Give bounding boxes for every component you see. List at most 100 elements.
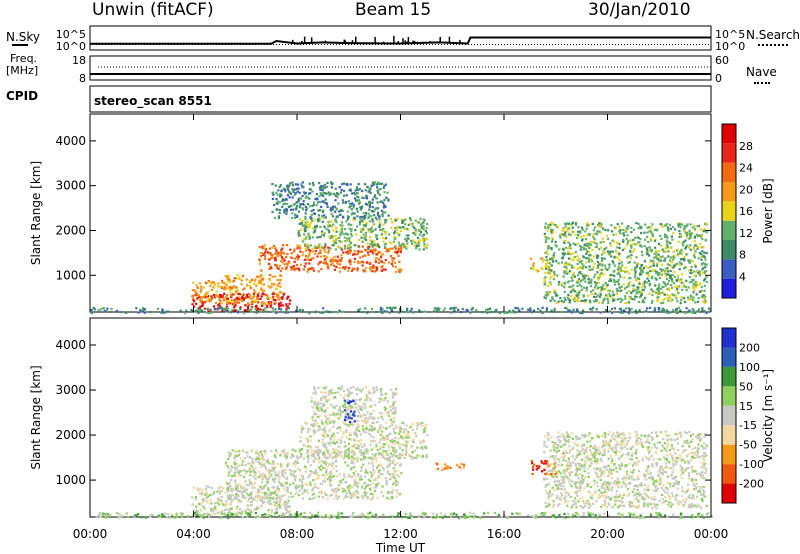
- velocity-panel-cell: [268, 502, 271, 505]
- velocity-panel-cell: [299, 435, 302, 439]
- power-panel-cell: [676, 310, 679, 313]
- power-panel-cell: [469, 311, 472, 314]
- power-panel-cell: [640, 286, 643, 289]
- power-panel-cell: [619, 228, 622, 232]
- power-panel-cell: [294, 188, 297, 191]
- power-panel-cell: [375, 244, 378, 247]
- power-panel-cell: [308, 223, 311, 226]
- velocity-panel-cell: [227, 490, 230, 493]
- velocity-panel-cell: [279, 463, 282, 466]
- power-panel-cell: [568, 244, 571, 248]
- nsearch-legend-line: [758, 44, 788, 46]
- power-panel-cell: [309, 249, 312, 252]
- velocity-panel-cell: [282, 469, 285, 472]
- velocity-panel-cell: [331, 464, 334, 467]
- velocity-panel-cell: [410, 445, 414, 448]
- power-panel-cell: [267, 285, 270, 288]
- power-panel-cell: [285, 267, 288, 270]
- power-panel-cell: [665, 277, 669, 281]
- velocity-panel-cell: [344, 481, 347, 484]
- power-panel-cell: [355, 233, 358, 236]
- power-panel-cell: [593, 226, 596, 229]
- velocity-panel-cell: [277, 490, 281, 493]
- power-panel-cell: [562, 256, 565, 259]
- power-panel-cell: [425, 246, 428, 249]
- velocity-panel-cell: [380, 452, 383, 455]
- power-panel-cell: [366, 251, 370, 254]
- power-panel-cell: [371, 201, 374, 204]
- power-panel-cell: [373, 181, 377, 184]
- power-panel-cell: [370, 226, 373, 229]
- velocity-panel-cell: [363, 445, 366, 448]
- power-panel-cell: [268, 297, 272, 300]
- power-panel-cell: [655, 257, 658, 260]
- power-panel-cell: [347, 245, 350, 248]
- power-panel-cell: [658, 308, 661, 311]
- power-panel-cell: [323, 214, 326, 217]
- power-panel-cell: [285, 303, 288, 306]
- velocity-panel-cell: [349, 487, 352, 490]
- power-panel-cell: [280, 251, 283, 254]
- power-panel-cell: [569, 258, 572, 261]
- velocity-panel-cell: [347, 390, 351, 393]
- velocity-panel-cell: [387, 443, 390, 446]
- velocity-panel-cell: [288, 505, 291, 508]
- power-panel-cell: [277, 215, 280, 218]
- power-panel-cell: [677, 222, 680, 225]
- velocity-panel-cell: [192, 486, 195, 489]
- power-panel-cell: [708, 307, 711, 310]
- power-panel-cell: [318, 243, 321, 246]
- velocity-panel-cell: [355, 402, 358, 406]
- power-panel-cell: [571, 221, 575, 224]
- velocity-panel-cell: [379, 438, 382, 441]
- velocity-panel-cell: [324, 432, 327, 435]
- power-panel-cell: [561, 233, 564, 236]
- power-panel-cell: [327, 229, 330, 232]
- velocity-panel-cell: [411, 451, 414, 454]
- velocity-panel-cell: [391, 407, 395, 410]
- velocity-panel-cell: [399, 447, 402, 450]
- power-panel-cell: [600, 223, 603, 226]
- power-panel-cell: [221, 281, 224, 284]
- power-panel-cell: [568, 285, 571, 288]
- power-panel-cell: [699, 242, 702, 245]
- velocity-panel-cell: [371, 472, 374, 476]
- power-panel-cell: [601, 269, 604, 272]
- power-panel-cell: [657, 310, 661, 313]
- power-panel-cell: [381, 213, 384, 216]
- power-panel-cell: [373, 243, 376, 246]
- power-panel-cell: [676, 277, 679, 280]
- power-panel-cell: [486, 311, 489, 314]
- power-panel-cell: [342, 182, 346, 185]
- power-panel-cell: [315, 224, 318, 227]
- velocity-panel-cell: [209, 509, 213, 513]
- power-panel-cell: [577, 226, 580, 229]
- velocity-panel-cell: [272, 487, 275, 490]
- power-panel-cell: [658, 256, 661, 259]
- velocity-panel-cell: [307, 454, 310, 457]
- velocity-panel-cell: [421, 454, 425, 457]
- velocity-panel-cell: [311, 472, 314, 475]
- power-panel-cell: [372, 266, 376, 269]
- power-panel-cell: [395, 251, 398, 254]
- velocity-panel-cell: [365, 447, 368, 450]
- velocity-panel-cell: [243, 509, 246, 512]
- power-panel-cell: [275, 293, 278, 296]
- power-panel-cell: [423, 245, 426, 248]
- power-panel-cell: [547, 261, 550, 264]
- power-panel-cell: [669, 276, 672, 279]
- power-panel-cell: [453, 309, 456, 312]
- power-panel-cell: [156, 307, 160, 310]
- velocity-panel-cell: [359, 458, 362, 461]
- velocity-panel-cell: [276, 462, 279, 465]
- power-panel-cell: [383, 198, 386, 202]
- power-panel-cell: [695, 244, 698, 247]
- velocity-panel-cell: [293, 461, 296, 464]
- power-panel-cell: [426, 222, 429, 226]
- velocity-panel-cell: [259, 473, 262, 476]
- power-panel-cell: [648, 226, 651, 229]
- velocity-panel-cell: [385, 481, 388, 484]
- velocity-panel-cell: [338, 454, 341, 457]
- velocity-panel-cell: [322, 444, 325, 447]
- velocity-panel-cell: [286, 487, 290, 490]
